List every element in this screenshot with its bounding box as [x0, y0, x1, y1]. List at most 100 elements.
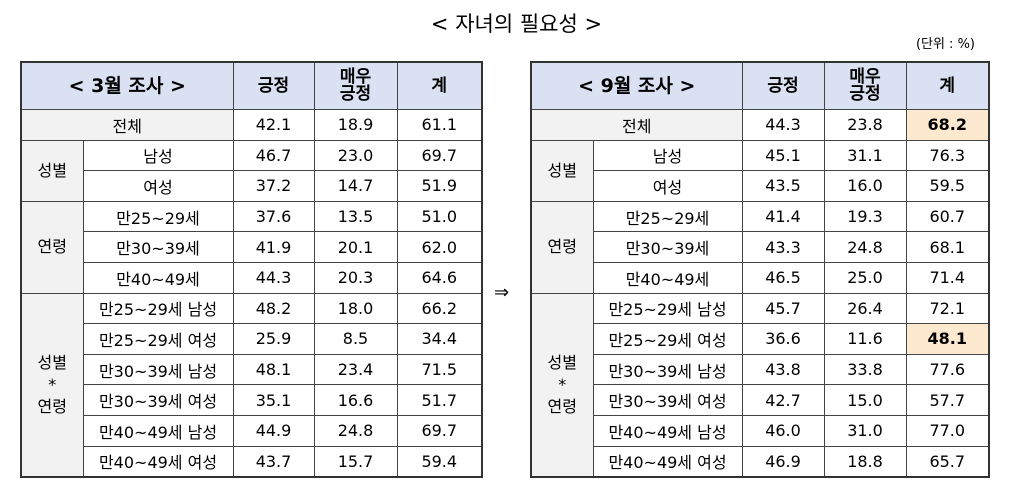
group-label: 성별: [20, 139, 84, 202]
header-cell: 계: [396, 61, 483, 110]
data-table: < 9월 조사 > 긍정 매우 긍정 계 전체 44.3 23.8 68.2 성별 남성 45.1 3…: [530, 61, 990, 479]
header-cell: 매우 긍정: [313, 61, 398, 110]
value-cell: 45.7: [741, 292, 825, 325]
value-cell: 59.5: [905, 170, 990, 202]
value-cell: 15.0: [823, 384, 907, 416]
row-label: 만30~39세 여성: [592, 384, 743, 416]
value-cell: 43.7: [232, 445, 315, 478]
value-cell: 68.2: [905, 109, 990, 141]
unit-note: (단위 : %): [915, 37, 975, 52]
group-label: 성별 * 연령: [20, 292, 84, 478]
value-cell: 31.1: [823, 139, 907, 172]
row-label: 만40~49세: [82, 261, 234, 294]
value-cell: 61.1: [396, 109, 483, 141]
data-table: < 3월 조사 > 긍정 매우 긍정 계 전체 42.1 18.9 61.1 성별 남성 46.7 2…: [20, 61, 483, 479]
row-label: 만25~29세 여성: [82, 323, 234, 355]
group-label: 성별 * 연령: [530, 292, 594, 478]
value-cell: 41.4: [741, 200, 825, 233]
value-cell: 36.6: [741, 323, 825, 355]
row-label: 전체: [20, 109, 234, 141]
value-cell: 35.1: [232, 384, 315, 416]
value-cell: 18.9: [313, 109, 398, 141]
value-cell: 77.6: [905, 353, 990, 386]
header-cell: 계: [905, 61, 990, 110]
row-label: 만40~49세 여성: [82, 445, 234, 478]
value-cell: 44.3: [741, 109, 825, 141]
data-row: 만40~49세 여성 46.9 18.8 65.7: [531, 445, 990, 478]
value-cell: 44.3: [232, 261, 315, 294]
data-row: 만25~29세 여성 36.6 11.6 48.1: [531, 323, 990, 355]
group-label: 연령: [530, 200, 594, 294]
header-row: < 3월 조사 > 긍정 매우 긍정 계: [20, 61, 483, 110]
value-cell: 31.0: [823, 414, 907, 447]
row-label: 만25~29세: [592, 200, 743, 233]
value-cell: 23.4: [313, 353, 398, 386]
value-cell: 46.0: [741, 414, 825, 447]
row-label: 여성: [592, 170, 743, 202]
value-cell: 23.0: [313, 139, 398, 172]
data-row: 성별 남성 45.1 31.1 76.3: [530, 139, 990, 202]
row-label: 만40~49세 남성: [82, 414, 234, 447]
row-label: 전체: [530, 109, 743, 141]
value-cell: 20.3: [313, 261, 398, 294]
data-row: 만25~29세 여성 25.9 8.5 34.4: [21, 323, 483, 355]
value-cell: 43.5: [741, 170, 825, 202]
value-cell: 51.9: [396, 170, 483, 202]
value-cell: 45.1: [741, 139, 825, 172]
data-row: 만40~49세 남성 46.0 31.0 77.0: [531, 414, 990, 447]
value-cell: 43.3: [741, 231, 825, 263]
total-row: 전체 44.3 23.8 68.2: [530, 109, 990, 141]
group-label: 성별: [530, 139, 594, 202]
value-cell: 69.7: [396, 139, 483, 172]
value-cell: 43.8: [741, 353, 825, 386]
header-cell: 매우 긍정: [823, 61, 907, 110]
value-cell: 48.1: [232, 353, 315, 386]
value-cell: 13.5: [313, 200, 398, 233]
value-cell: 25.0: [823, 261, 907, 294]
value-cell: 26.4: [823, 292, 907, 325]
value-cell: 25.9: [232, 323, 315, 355]
data-row: 만30~39세 남성 48.1 23.4 71.5: [21, 353, 483, 386]
value-cell: 23.8: [823, 109, 907, 141]
value-cell: 64.6: [396, 261, 483, 294]
value-cell: 72.1: [905, 292, 990, 325]
row-label: 만25~29세 남성: [82, 292, 234, 325]
header-cell: 긍정: [232, 61, 315, 110]
row-label: 만25~29세 여성: [592, 323, 743, 355]
value-cell: 76.3: [905, 139, 990, 172]
value-cell: 46.9: [741, 445, 825, 478]
value-cell: 8.5: [313, 323, 398, 355]
value-cell: 18.0: [313, 292, 398, 325]
data-row: 만40~49세 여성 43.7 15.7 59.4: [21, 445, 483, 478]
value-cell: 46.5: [741, 261, 825, 294]
group-label: 연령: [20, 200, 84, 294]
arrow: ⇒: [494, 282, 510, 303]
row-label: 여성: [82, 170, 234, 202]
value-cell: 11.6: [823, 323, 907, 355]
value-cell: 42.7: [741, 384, 825, 416]
data-row: 만40~49세 44.3 20.3 64.6: [21, 261, 483, 294]
value-cell: 16.6: [313, 384, 398, 416]
value-cell: 69.7: [396, 414, 483, 447]
data-row: 성별 * 연령 만25~29세 남성 48.2 18.0 66.2: [20, 292, 483, 478]
row-label: 만30~39세: [82, 231, 234, 263]
value-cell: 37.2: [232, 170, 315, 202]
row-label: 남성: [592, 139, 743, 172]
data-row: 만30~39세 43.3 24.8 68.1: [531, 231, 990, 263]
row-label: 만25~29세 남성: [592, 292, 743, 325]
data-row: 연령 만25~29세 41.4 19.3 60.7: [530, 200, 990, 294]
data-row: 만40~49세 46.5 25.0 71.4: [531, 261, 990, 294]
title: < 자녀의 필요성 >: [430, 12, 603, 36]
row-label: 만25~29세: [82, 200, 234, 233]
value-cell: 48.1: [905, 323, 990, 355]
data-row: 만30~39세 여성 35.1 16.6 51.7: [21, 384, 483, 416]
value-cell: 18.8: [823, 445, 907, 478]
value-cell: 77.0: [905, 414, 990, 447]
value-cell: 59.4: [396, 445, 483, 478]
value-cell: 60.7: [905, 200, 990, 233]
row-label: 만40~49세 여성: [592, 445, 743, 478]
value-cell: 68.1: [905, 231, 990, 263]
value-cell: 20.1: [313, 231, 398, 263]
value-cell: 19.3: [823, 200, 907, 233]
